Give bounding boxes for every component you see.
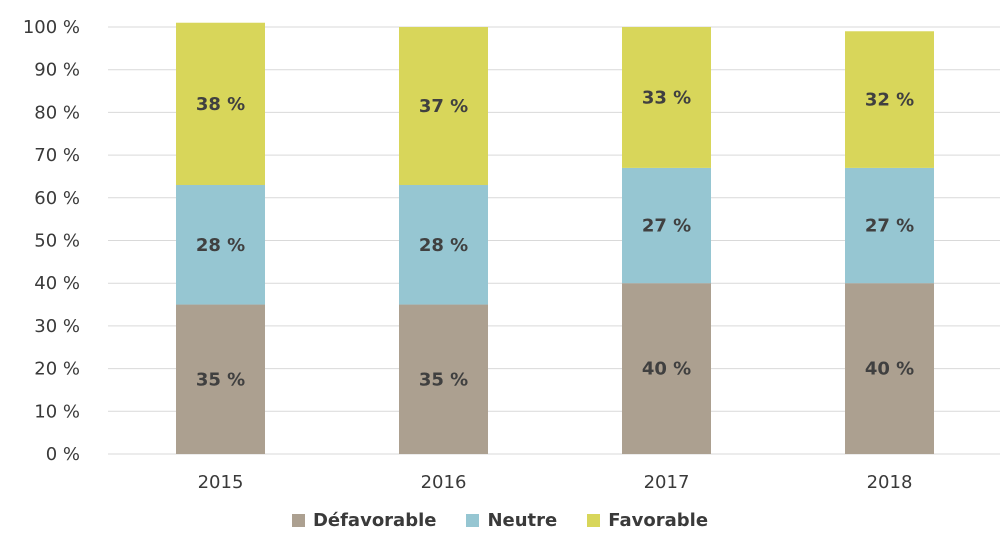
y-tick-label: 20 % — [34, 359, 80, 380]
bar-segment-neutre-2018 — [845, 167, 934, 284]
legend-item-neutre: Neutre — [466, 510, 557, 531]
legend-swatch-neutre — [466, 514, 480, 527]
bar-segment-neutre-2017 — [622, 167, 711, 284]
chart-plot: 0 % 10 % 20 % 30 % 40 % 50 % 60 % 70 % 80 % 90 % 1… — [23, 17, 1000, 493]
data-label: 35 % — [196, 369, 245, 390]
legend-label-favorable: Favorable — [608, 510, 709, 531]
y-tick-label: 70 % — [34, 145, 80, 166]
y-tick-label: 0 % — [46, 444, 80, 465]
bar-segment-dfavorable-2018 — [845, 283, 934, 454]
data-label: 35 % — [419, 369, 468, 390]
bar-segment-neutre-2015 — [176, 184, 265, 305]
data-label: 37 % — [419, 96, 468, 117]
legend-label-defavorable: Défavorable — [312, 510, 437, 531]
legend-swatch-defavorable — [291, 514, 305, 527]
data-label: 40 % — [642, 359, 691, 380]
legend-item-defavorable: Défavorable — [291, 510, 437, 531]
bar-segment-favorable-2018 — [845, 31, 934, 168]
data-label: 27 % — [642, 216, 691, 237]
bar-segment-dfavorable-2017 — [622, 283, 711, 454]
data-label: 27 % — [865, 216, 914, 237]
bar-segment-dfavorable-2015 — [176, 304, 265, 454]
x-tick-label: 2017 — [644, 472, 690, 493]
data-label: 38 % — [196, 94, 245, 115]
bar-segment-favorable-2015 — [176, 22, 265, 185]
y-tick-label: 60 % — [34, 188, 80, 209]
x-tick-label: 2015 — [198, 472, 244, 493]
y-tick-label: 90 % — [34, 60, 80, 81]
legend: Défavorable Neutre Favorable — [0, 510, 1000, 531]
bar-segment-neutre-2016 — [399, 184, 488, 305]
data-label: 40 % — [865, 359, 914, 380]
data-label: 33 % — [642, 87, 691, 108]
legend-label-neutre: Neutre — [487, 510, 558, 531]
y-tick-label: 80 % — [34, 102, 80, 123]
y-tick-label: 10 % — [34, 401, 80, 422]
y-tick-label: 40 % — [34, 273, 80, 294]
y-tick-label: 30 % — [34, 316, 80, 337]
data-label: 28 % — [419, 235, 468, 256]
y-tick-label: 100 % — [23, 17, 80, 38]
x-tick-label: 2016 — [421, 472, 467, 493]
x-tick-label: 2018 — [867, 472, 913, 493]
y-tick-label: 50 % — [34, 231, 80, 252]
bar-segment-favorable-2017 — [622, 27, 711, 168]
legend-swatch-favorable — [587, 514, 601, 527]
data-label: 32 % — [865, 90, 914, 111]
data-label: 28 % — [196, 235, 245, 256]
bar-segment-dfavorable-2016 — [399, 304, 488, 454]
bar-segment-favorable-2016 — [399, 27, 488, 185]
legend-item-favorable: Favorable — [587, 510, 708, 531]
